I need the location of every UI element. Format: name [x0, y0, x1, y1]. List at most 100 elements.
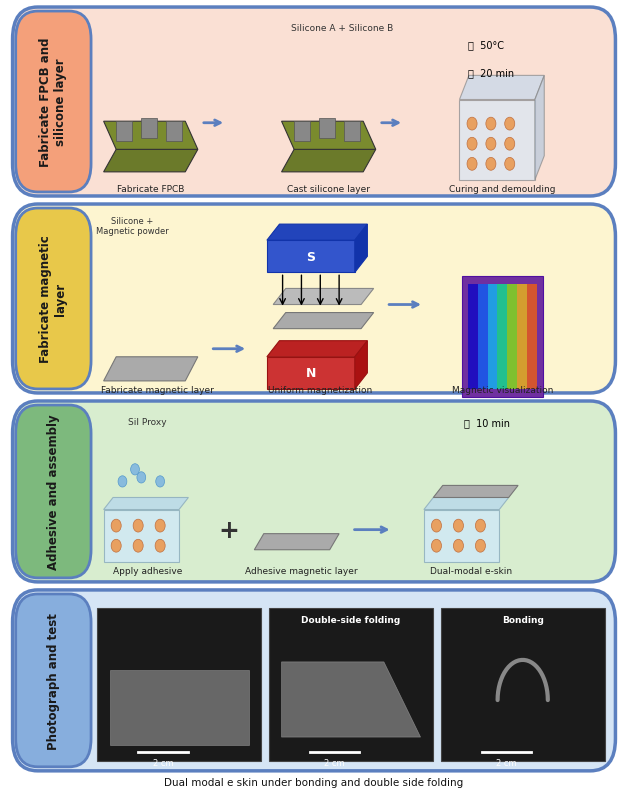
- Polygon shape: [166, 121, 182, 141]
- Polygon shape: [104, 150, 198, 173]
- Polygon shape: [267, 341, 367, 357]
- Circle shape: [133, 540, 143, 552]
- Text: 2 cm: 2 cm: [496, 758, 517, 767]
- FancyBboxPatch shape: [13, 402, 615, 582]
- Text: Sil Proxy: Sil Proxy: [128, 418, 167, 426]
- Polygon shape: [110, 670, 249, 745]
- Polygon shape: [462, 277, 543, 397]
- Text: Adhesive and assembly: Adhesive and assembly: [47, 414, 60, 569]
- Circle shape: [467, 118, 477, 131]
- Text: ⏰  10 min: ⏰ 10 min: [463, 418, 510, 427]
- Polygon shape: [517, 285, 527, 389]
- Polygon shape: [281, 122, 376, 150]
- Circle shape: [505, 138, 515, 151]
- Polygon shape: [254, 534, 339, 550]
- Polygon shape: [355, 341, 367, 389]
- Polygon shape: [269, 609, 433, 761]
- Circle shape: [431, 520, 441, 532]
- Polygon shape: [281, 662, 421, 737]
- Polygon shape: [273, 289, 374, 305]
- Text: Fabricate magnetic layer: Fabricate magnetic layer: [100, 385, 214, 394]
- Polygon shape: [104, 510, 179, 562]
- Circle shape: [111, 520, 121, 532]
- Circle shape: [431, 540, 441, 552]
- Text: +: +: [219, 518, 240, 542]
- FancyBboxPatch shape: [16, 594, 91, 767]
- Polygon shape: [507, 285, 517, 389]
- Circle shape: [467, 158, 477, 171]
- Polygon shape: [424, 498, 509, 510]
- Polygon shape: [267, 225, 367, 241]
- Polygon shape: [97, 609, 261, 761]
- Circle shape: [475, 540, 485, 552]
- Text: Fabricate FPCB: Fabricate FPCB: [117, 185, 185, 194]
- Polygon shape: [116, 121, 132, 141]
- Text: Silicone +
Magnetic powder: Silicone + Magnetic powder: [95, 217, 168, 236]
- Polygon shape: [104, 357, 198, 381]
- Polygon shape: [104, 498, 188, 510]
- Polygon shape: [441, 609, 605, 761]
- Text: Dual-modal e-skin: Dual-modal e-skin: [430, 566, 512, 575]
- Circle shape: [467, 138, 477, 151]
- Circle shape: [131, 464, 139, 475]
- Polygon shape: [344, 121, 360, 141]
- Polygon shape: [535, 76, 544, 181]
- FancyBboxPatch shape: [13, 205, 615, 393]
- Text: Photograph and test: Photograph and test: [47, 612, 60, 749]
- FancyBboxPatch shape: [16, 406, 91, 578]
- FancyBboxPatch shape: [13, 590, 615, 771]
- Circle shape: [155, 520, 165, 532]
- Text: 2 cm: 2 cm: [153, 758, 173, 767]
- Text: Curing and demoulding: Curing and demoulding: [449, 185, 555, 194]
- Text: Fabricate magnetic
layer: Fabricate magnetic layer: [40, 235, 67, 363]
- Polygon shape: [433, 486, 518, 498]
- Text: 🌡️  50°C: 🌡️ 50°C: [468, 40, 504, 50]
- Text: Adhesive magnetic layer: Adhesive magnetic layer: [245, 566, 358, 575]
- Text: ⏰  20 min: ⏰ 20 min: [468, 68, 514, 78]
- Circle shape: [118, 476, 127, 487]
- Polygon shape: [273, 313, 374, 329]
- Polygon shape: [267, 241, 355, 273]
- Polygon shape: [460, 76, 544, 100]
- Text: Dual modal e skin under bonding and double side folding: Dual modal e skin under bonding and doub…: [165, 777, 463, 787]
- Text: S: S: [306, 251, 315, 263]
- Text: 2 cm: 2 cm: [324, 758, 345, 767]
- Polygon shape: [294, 121, 310, 141]
- Circle shape: [137, 472, 146, 483]
- Polygon shape: [527, 285, 537, 389]
- Circle shape: [453, 540, 463, 552]
- Polygon shape: [460, 100, 535, 181]
- Circle shape: [486, 138, 496, 151]
- Circle shape: [505, 158, 515, 171]
- FancyBboxPatch shape: [13, 8, 615, 197]
- Polygon shape: [355, 225, 367, 273]
- FancyBboxPatch shape: [16, 12, 91, 193]
- Polygon shape: [468, 285, 478, 389]
- Polygon shape: [319, 119, 335, 139]
- Circle shape: [486, 158, 496, 171]
- Text: Apply adhesive: Apply adhesive: [113, 566, 182, 575]
- Polygon shape: [487, 285, 497, 389]
- Circle shape: [475, 520, 485, 532]
- FancyBboxPatch shape: [16, 209, 91, 389]
- Polygon shape: [478, 285, 487, 389]
- Circle shape: [453, 520, 463, 532]
- Text: Bonding: Bonding: [502, 615, 544, 624]
- Circle shape: [156, 476, 165, 487]
- Polygon shape: [424, 510, 499, 562]
- Circle shape: [505, 118, 515, 131]
- Text: Double-side folding: Double-side folding: [301, 615, 401, 624]
- Circle shape: [133, 520, 143, 532]
- Text: N: N: [306, 367, 316, 380]
- Text: Uniform magnetization: Uniform magnetization: [268, 385, 372, 394]
- Polygon shape: [141, 119, 157, 139]
- Circle shape: [155, 540, 165, 552]
- Text: Silicone A + Silicone B: Silicone A + Silicone B: [291, 24, 393, 33]
- Text: Magnetic visualization: Magnetic visualization: [452, 385, 553, 394]
- Text: Cast silicone layer: Cast silicone layer: [287, 185, 370, 194]
- Circle shape: [486, 118, 496, 131]
- Circle shape: [111, 540, 121, 552]
- Polygon shape: [104, 122, 198, 150]
- Polygon shape: [281, 150, 376, 173]
- Polygon shape: [497, 285, 507, 389]
